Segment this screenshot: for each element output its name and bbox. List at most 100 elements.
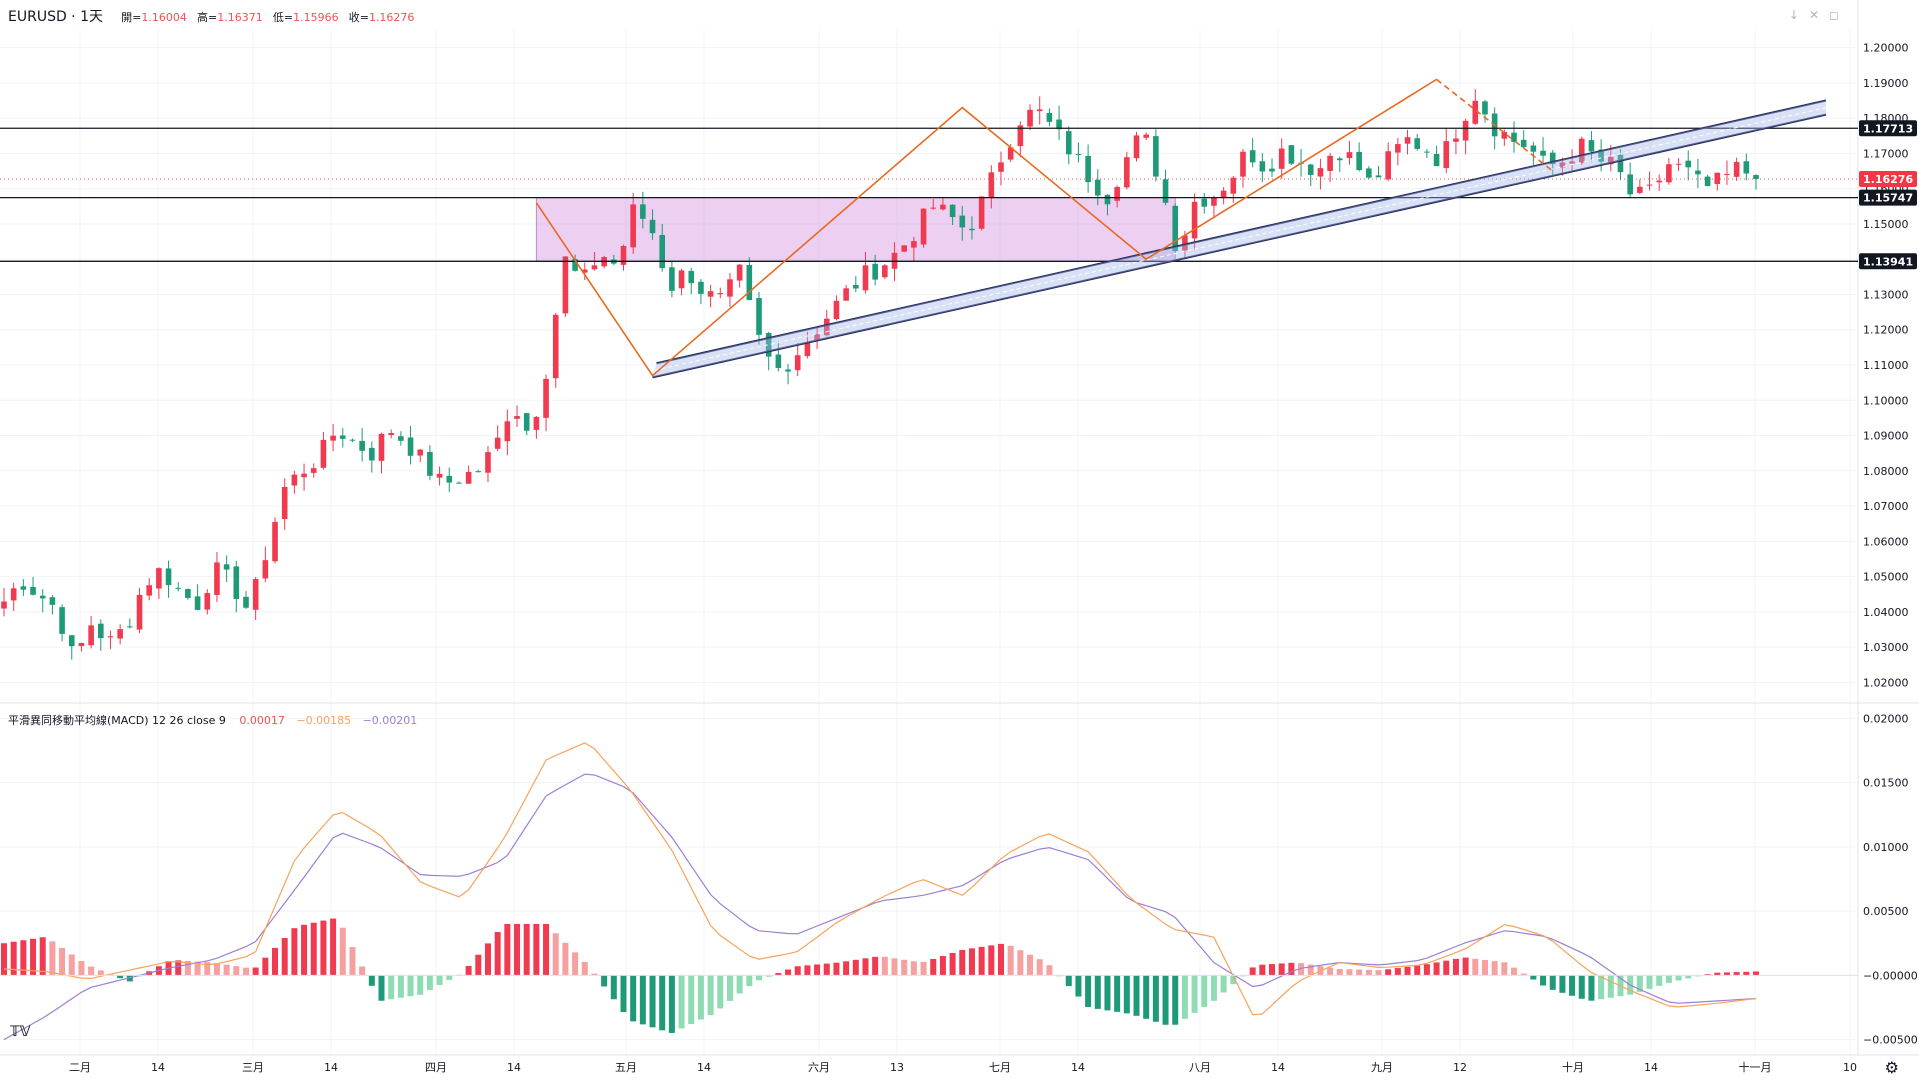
symbol-label[interactable]: EURUSD · 1天 bbox=[8, 9, 103, 25]
candle-body[interactable] bbox=[1462, 120, 1469, 141]
candle-body[interactable] bbox=[1240, 151, 1246, 177]
candle-body[interactable] bbox=[10, 588, 17, 601]
candle-body[interactable] bbox=[1733, 162, 1740, 177]
pattern-projection-line[interactable] bbox=[1436, 78, 1554, 172]
candle-body[interactable] bbox=[1753, 175, 1759, 179]
candle-body[interactable] bbox=[940, 204, 946, 210]
candle-body[interactable] bbox=[233, 566, 240, 599]
candle-body[interactable] bbox=[1375, 175, 1382, 178]
candle-body[interactable] bbox=[823, 318, 830, 336]
candle-body[interactable] bbox=[1685, 160, 1692, 168]
candle-body[interactable] bbox=[369, 447, 375, 461]
candle-body[interactable] bbox=[446, 475, 453, 483]
candle-body[interactable] bbox=[1007, 147, 1014, 160]
candle-body[interactable] bbox=[1598, 149, 1604, 162]
candle-body[interactable] bbox=[107, 636, 114, 638]
candle-body[interactable] bbox=[1162, 179, 1169, 203]
candle-body[interactable] bbox=[1201, 198, 1208, 207]
candle-body[interactable] bbox=[1453, 138, 1459, 142]
candle-body[interactable] bbox=[959, 215, 966, 228]
candle-body[interactable] bbox=[591, 265, 598, 270]
candle-body[interactable] bbox=[39, 595, 46, 599]
candle-body[interactable] bbox=[1501, 132, 1508, 139]
candle-body[interactable] bbox=[291, 474, 298, 486]
gear-icon[interactable]: ⚙ bbox=[1884, 1058, 1899, 1077]
candle-body[interactable] bbox=[1395, 144, 1401, 153]
macd-title[interactable]: 平滑異同移動平均線(MACD) 12 26 close 9 bbox=[8, 714, 226, 727]
candle-body[interactable] bbox=[156, 568, 162, 589]
candle-body[interactable] bbox=[1036, 109, 1043, 112]
candle-body[interactable] bbox=[88, 625, 94, 646]
candle-body[interactable] bbox=[1114, 186, 1120, 201]
candle-body[interactable] bbox=[514, 416, 520, 419]
candle-body[interactable] bbox=[1666, 164, 1672, 183]
candle-body[interactable] bbox=[185, 589, 191, 598]
candle-body[interactable] bbox=[1424, 151, 1430, 153]
candle-body[interactable] bbox=[1404, 137, 1411, 144]
candle-body[interactable] bbox=[165, 568, 172, 586]
candle-body[interactable] bbox=[669, 267, 675, 291]
candle-body[interactable] bbox=[640, 204, 646, 219]
candle-body[interactable] bbox=[659, 234, 666, 269]
candle-body[interactable] bbox=[1307, 164, 1314, 175]
candle-body[interactable] bbox=[349, 439, 356, 441]
candle-body[interactable] bbox=[833, 300, 840, 320]
candle-body[interactable] bbox=[1578, 138, 1585, 163]
candle-body[interactable] bbox=[1366, 168, 1372, 178]
candle-body[interactable] bbox=[736, 264, 743, 281]
candle-body[interactable] bbox=[1172, 205, 1179, 252]
candle-body[interactable] bbox=[146, 585, 152, 596]
candle-body[interactable] bbox=[456, 482, 462, 484]
candle-body[interactable] bbox=[78, 643, 85, 647]
candle-body[interactable] bbox=[301, 473, 307, 478]
candle-body[interactable] bbox=[1588, 140, 1595, 152]
candle-body[interactable] bbox=[330, 435, 336, 441]
candle-body[interactable] bbox=[214, 562, 220, 595]
candle-body[interactable] bbox=[1637, 186, 1643, 193]
candle-body[interactable] bbox=[1714, 172, 1721, 184]
candle-body[interactable] bbox=[223, 564, 230, 570]
candle-body[interactable] bbox=[1124, 157, 1130, 188]
candle-body[interactable] bbox=[1094, 179, 1101, 196]
candle-body[interactable] bbox=[97, 623, 104, 639]
candle-body[interactable] bbox=[1327, 155, 1333, 171]
candle-body[interactable] bbox=[572, 259, 578, 271]
candle-body[interactable] bbox=[1133, 135, 1140, 159]
candle-body[interactable] bbox=[252, 579, 259, 610]
candle-body[interactable] bbox=[949, 204, 956, 218]
candle-body[interactable] bbox=[1153, 136, 1159, 177]
candle-body[interactable] bbox=[649, 219, 656, 234]
candle-body[interactable] bbox=[1017, 125, 1024, 147]
candle-body[interactable] bbox=[1704, 176, 1711, 187]
candle-body[interactable] bbox=[1472, 100, 1479, 124]
candle-body[interactable] bbox=[1385, 151, 1391, 180]
candle-body[interactable] bbox=[717, 293, 724, 295]
candle-body[interactable] bbox=[485, 452, 491, 473]
candle-body[interactable] bbox=[1230, 177, 1237, 194]
candle-body[interactable] bbox=[872, 263, 878, 280]
candle-body[interactable] bbox=[1191, 201, 1198, 239]
candle-body[interactable] bbox=[49, 597, 56, 605]
candle-body[interactable] bbox=[765, 332, 772, 357]
candle-body[interactable] bbox=[194, 596, 201, 610]
arrow-down-icon[interactable]: ↓ bbox=[1788, 8, 1809, 22]
candle-body[interactable] bbox=[1104, 194, 1111, 205]
candle-body[interactable] bbox=[775, 354, 782, 369]
candle-body[interactable] bbox=[1259, 161, 1266, 172]
maximize-icon[interactable]: ◻ bbox=[1829, 8, 1849, 22]
candle-body[interactable] bbox=[1724, 173, 1730, 175]
candle-body[interactable] bbox=[552, 314, 559, 379]
candle-body[interactable] bbox=[1656, 180, 1663, 183]
candle-body[interactable] bbox=[1046, 112, 1053, 122]
candle-body[interactable] bbox=[204, 593, 211, 610]
candle-body[interactable] bbox=[1569, 161, 1575, 164]
candle-body[interactable] bbox=[407, 437, 414, 456]
candle-body[interactable] bbox=[1346, 152, 1353, 159]
candle-body[interactable] bbox=[533, 416, 540, 430]
macd-line[interactable] bbox=[3, 742, 1757, 1016]
candle-body[interactable] bbox=[1540, 150, 1546, 156]
candle-body[interactable] bbox=[388, 433, 394, 435]
candle-body[interactable] bbox=[281, 486, 288, 519]
candle-body[interactable] bbox=[1182, 235, 1188, 251]
